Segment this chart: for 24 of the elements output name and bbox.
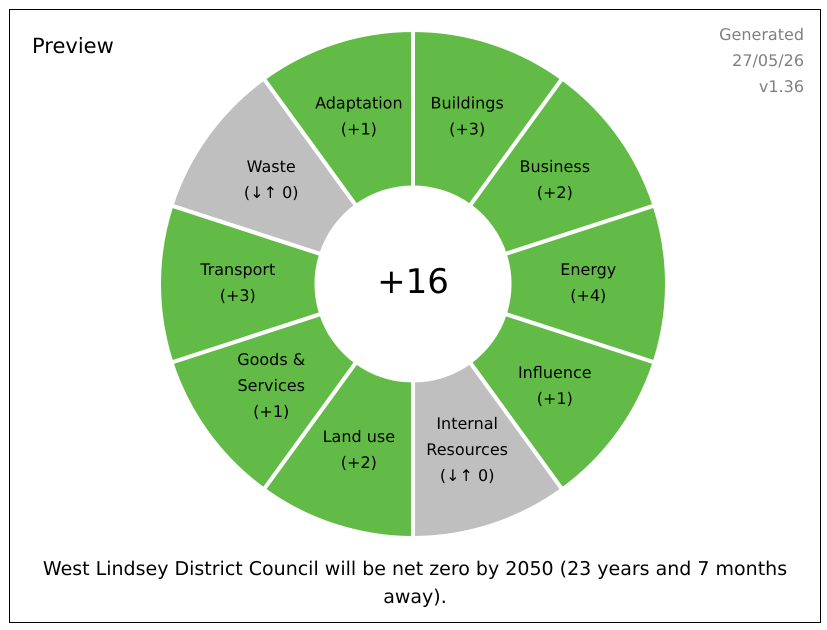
category-label: Buildings	[430, 93, 504, 112]
category-label: Influence	[518, 363, 592, 382]
category-label: Waste	[246, 157, 296, 176]
category-label: Goods & Services	[237, 350, 306, 396]
data-label: (+2)	[340, 452, 377, 472]
text: West Lindsey District Council will be net zero by 2050 (23 years and 7 months away).	[42, 557, 788, 610]
data-label: (↓↑ 0)	[440, 466, 494, 485]
text: Generated 27/05/26 v1.36	[718, 24, 804, 98]
text: Preview	[32, 34, 114, 58]
data-label: (↓↑ 0)	[244, 183, 298, 202]
data-label: (+2)	[536, 183, 573, 202]
category-label: Land use	[322, 426, 396, 446]
data-label: (+3)	[449, 119, 486, 138]
data-label: (+1)	[253, 402, 290, 422]
category-label: Internal Resources	[426, 414, 508, 459]
category-label: Adaptation	[315, 93, 403, 112]
text: +16	[377, 262, 449, 302]
data-label: (+1)	[340, 119, 377, 138]
data-label: (+4)	[570, 286, 606, 306]
data-label: (+1)	[536, 389, 573, 408]
category-label: Business	[520, 157, 590, 176]
data-label: (+3)	[220, 286, 256, 306]
category-label: Energy	[560, 260, 616, 280]
category-label: Transport	[199, 260, 276, 280]
